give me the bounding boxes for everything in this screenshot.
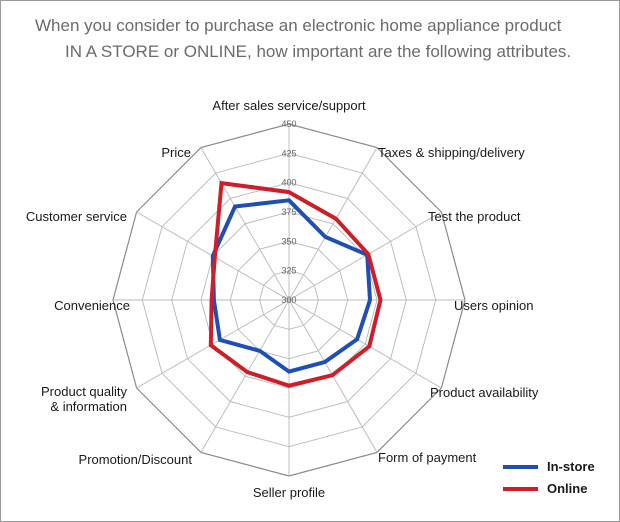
- category-label: Taxes & shipping/delivery: [378, 145, 525, 160]
- grid-spoke: [288, 147, 378, 301]
- category-label: After sales service/support: [212, 98, 366, 113]
- tick-label: 350: [281, 236, 296, 246]
- radar-series: [208, 180, 383, 388]
- legend-label: Online: [547, 481, 587, 496]
- category-label: Product quality & information: [41, 384, 127, 414]
- category-label: Users opinion: [454, 298, 534, 313]
- category-label: Product availability: [430, 385, 539, 400]
- category-label: Form of payment: [378, 450, 477, 465]
- radar-spokes: [113, 124, 465, 476]
- tick-label: 450: [281, 119, 296, 129]
- category-label: Convenience: [54, 298, 130, 313]
- tick-label: 425: [281, 148, 296, 158]
- category-label: Promotion/Discount: [79, 452, 193, 467]
- tick-label: 400: [281, 178, 296, 188]
- radar-category-labels: After sales service/support Taxes & shipp…: [26, 98, 539, 500]
- category-label: Test the product: [428, 209, 521, 224]
- title-line-2: IN A STORE or ONLINE, how important are …: [65, 42, 572, 61]
- radar-tick-labels: 300 325 350 375 400 425 450: [281, 119, 296, 305]
- grid-spoke: [288, 299, 442, 389]
- title-line-1: When you consider to purchase an electro…: [35, 16, 562, 35]
- chart-legend: In-store Online: [503, 459, 595, 496]
- category-label: Seller profile: [253, 485, 325, 500]
- series-line-online: [208, 180, 383, 388]
- legend-label: In-store: [547, 459, 595, 474]
- tick-label: 300: [281, 295, 296, 305]
- tick-label: 375: [281, 207, 296, 217]
- series-line-in-store: [210, 198, 373, 374]
- grid-spoke: [200, 299, 290, 453]
- category-label: Customer service: [26, 209, 127, 224]
- tick-label: 325: [281, 266, 296, 276]
- grid-spoke: [200, 147, 290, 301]
- category-label: Price: [161, 145, 191, 160]
